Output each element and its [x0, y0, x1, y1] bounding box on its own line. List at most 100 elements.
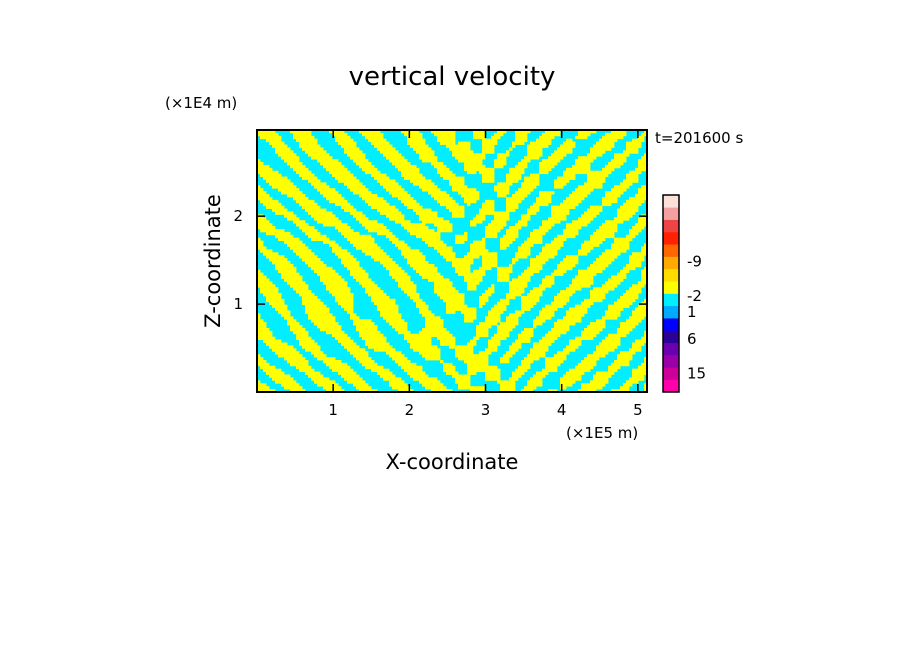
positive-velocity-cell: [515, 281, 519, 285]
positive-velocity-cell: [611, 135, 615, 140]
positive-velocity-cell: [335, 164, 339, 169]
positive-velocity-cell: [623, 304, 627, 308]
positive-velocity-cell: [512, 194, 516, 198]
positive-velocity-cell: [350, 310, 354, 314]
positive-velocity-cell: [410, 287, 414, 291]
positive-velocity-cell: [611, 220, 615, 224]
positive-velocity-cell: [377, 223, 381, 227]
positive-velocity-cell: [362, 319, 366, 323]
positive-velocity-cell: [365, 132, 369, 137]
positive-velocity-cell: [464, 164, 468, 169]
positive-velocity-cell: [542, 135, 546, 140]
positive-velocity-cell: [398, 281, 402, 285]
positive-velocity-cell: [359, 281, 363, 285]
positive-velocity-cell: [296, 322, 300, 326]
positive-velocity-cell: [368, 240, 372, 244]
positive-velocity-cell: [578, 339, 582, 343]
positive-velocity-cell: [635, 342, 639, 346]
positive-velocity-cell: [545, 159, 549, 163]
positive-velocity-cell: [533, 319, 537, 323]
positive-velocity-cell: [572, 307, 576, 311]
positive-velocity-cell: [527, 214, 531, 218]
positive-velocity-cell: [470, 162, 474, 166]
positive-velocity-cell: [455, 348, 459, 352]
positive-velocity-cell: [644, 333, 647, 338]
positive-velocity-cell: [281, 234, 285, 239]
positive-velocity-cell: [383, 310, 387, 314]
positive-velocity-cell: [530, 269, 534, 274]
positive-velocity-cell: [263, 293, 267, 297]
positive-velocity-cell: [458, 263, 462, 268]
positive-velocity-cell: [278, 295, 282, 300]
positive-velocity-cell: [635, 223, 639, 227]
positive-velocity-cell: [521, 301, 525, 306]
positive-velocity-cell: [335, 333, 339, 338]
positive-velocity-cell: [515, 205, 519, 209]
positive-velocity-cell: [365, 162, 369, 166]
positive-velocity-cell: [284, 176, 288, 180]
positive-velocity-cell: [590, 278, 594, 282]
positive-velocity-cell: [443, 173, 447, 177]
positive-velocity-cell: [443, 287, 447, 291]
positive-velocity-cell: [311, 298, 315, 303]
positive-velocity-cell: [485, 263, 489, 268]
positive-velocity-cell: [584, 220, 588, 224]
positive-velocity-cell: [602, 290, 606, 294]
positive-velocity-cell: [428, 156, 432, 160]
positive-velocity-cell: [278, 147, 282, 151]
positive-velocity-cell: [374, 199, 378, 204]
positive-velocity-cell: [632, 176, 636, 180]
positive-velocity-cell: [563, 263, 567, 268]
positive-velocity-cell: [374, 301, 378, 306]
positive-velocity-cell: [467, 153, 471, 157]
positive-velocity-cell: [539, 316, 543, 320]
positive-velocity-cell: [407, 281, 411, 285]
positive-velocity-cell: [347, 170, 351, 175]
positive-velocity-cell: [362, 325, 366, 329]
positive-velocity-cell: [308, 304, 312, 308]
positive-velocity-cell: [548, 226, 552, 230]
positive-velocity-cell: [347, 153, 351, 157]
positive-velocity-cell: [644, 298, 647, 303]
positive-velocity-cell: [329, 191, 333, 195]
positive-velocity-cell: [431, 327, 435, 332]
positive-velocity-cell: [266, 170, 270, 175]
positive-velocity-cell: [371, 246, 375, 250]
positive-velocity-cell: [413, 295, 417, 300]
positive-velocity-cell: [599, 287, 603, 291]
positive-velocity-cell: [317, 348, 321, 352]
positive-velocity-cell: [581, 188, 585, 192]
positive-velocity-cell: [512, 234, 516, 239]
positive-velocity-cell: [311, 141, 315, 145]
positive-velocity-cell: [269, 330, 273, 335]
positive-velocity-cell: [557, 243, 561, 247]
positive-velocity-cell: [563, 182, 567, 186]
positive-velocity-cell: [488, 208, 492, 212]
positive-velocity-cell: [260, 287, 264, 291]
positive-velocity-cell: [440, 325, 444, 329]
positive-velocity-cell: [290, 240, 294, 244]
positive-velocity-cell: [590, 246, 594, 250]
positive-velocity-cell: [401, 246, 405, 250]
positive-velocity-cell: [464, 188, 468, 192]
positive-velocity-cell: [296, 199, 300, 204]
positive-velocity-cell: [305, 228, 309, 233]
positive-velocity-cell: [344, 138, 348, 143]
positive-velocity-cell: [374, 130, 378, 134]
positive-velocity-cell: [635, 167, 639, 172]
positive-velocity-cell: [536, 319, 540, 323]
positive-velocity-cell: [644, 266, 647, 271]
positive-velocity-cell: [599, 144, 603, 148]
positive-velocity-cell: [446, 173, 450, 177]
positive-velocity-cell: [467, 141, 471, 145]
positive-velocity-cell: [581, 130, 585, 134]
positive-velocity-cell: [548, 130, 552, 134]
positive-velocity-cell: [341, 249, 345, 253]
positive-velocity-cell: [362, 217, 366, 221]
positive-velocity-cell: [638, 167, 642, 172]
positive-velocity-cell: [356, 188, 360, 192]
positive-velocity-cell: [341, 173, 345, 177]
positive-velocity-cell: [320, 185, 324, 189]
positive-velocity-cell: [302, 196, 306, 201]
positive-velocity-cell: [611, 336, 615, 340]
